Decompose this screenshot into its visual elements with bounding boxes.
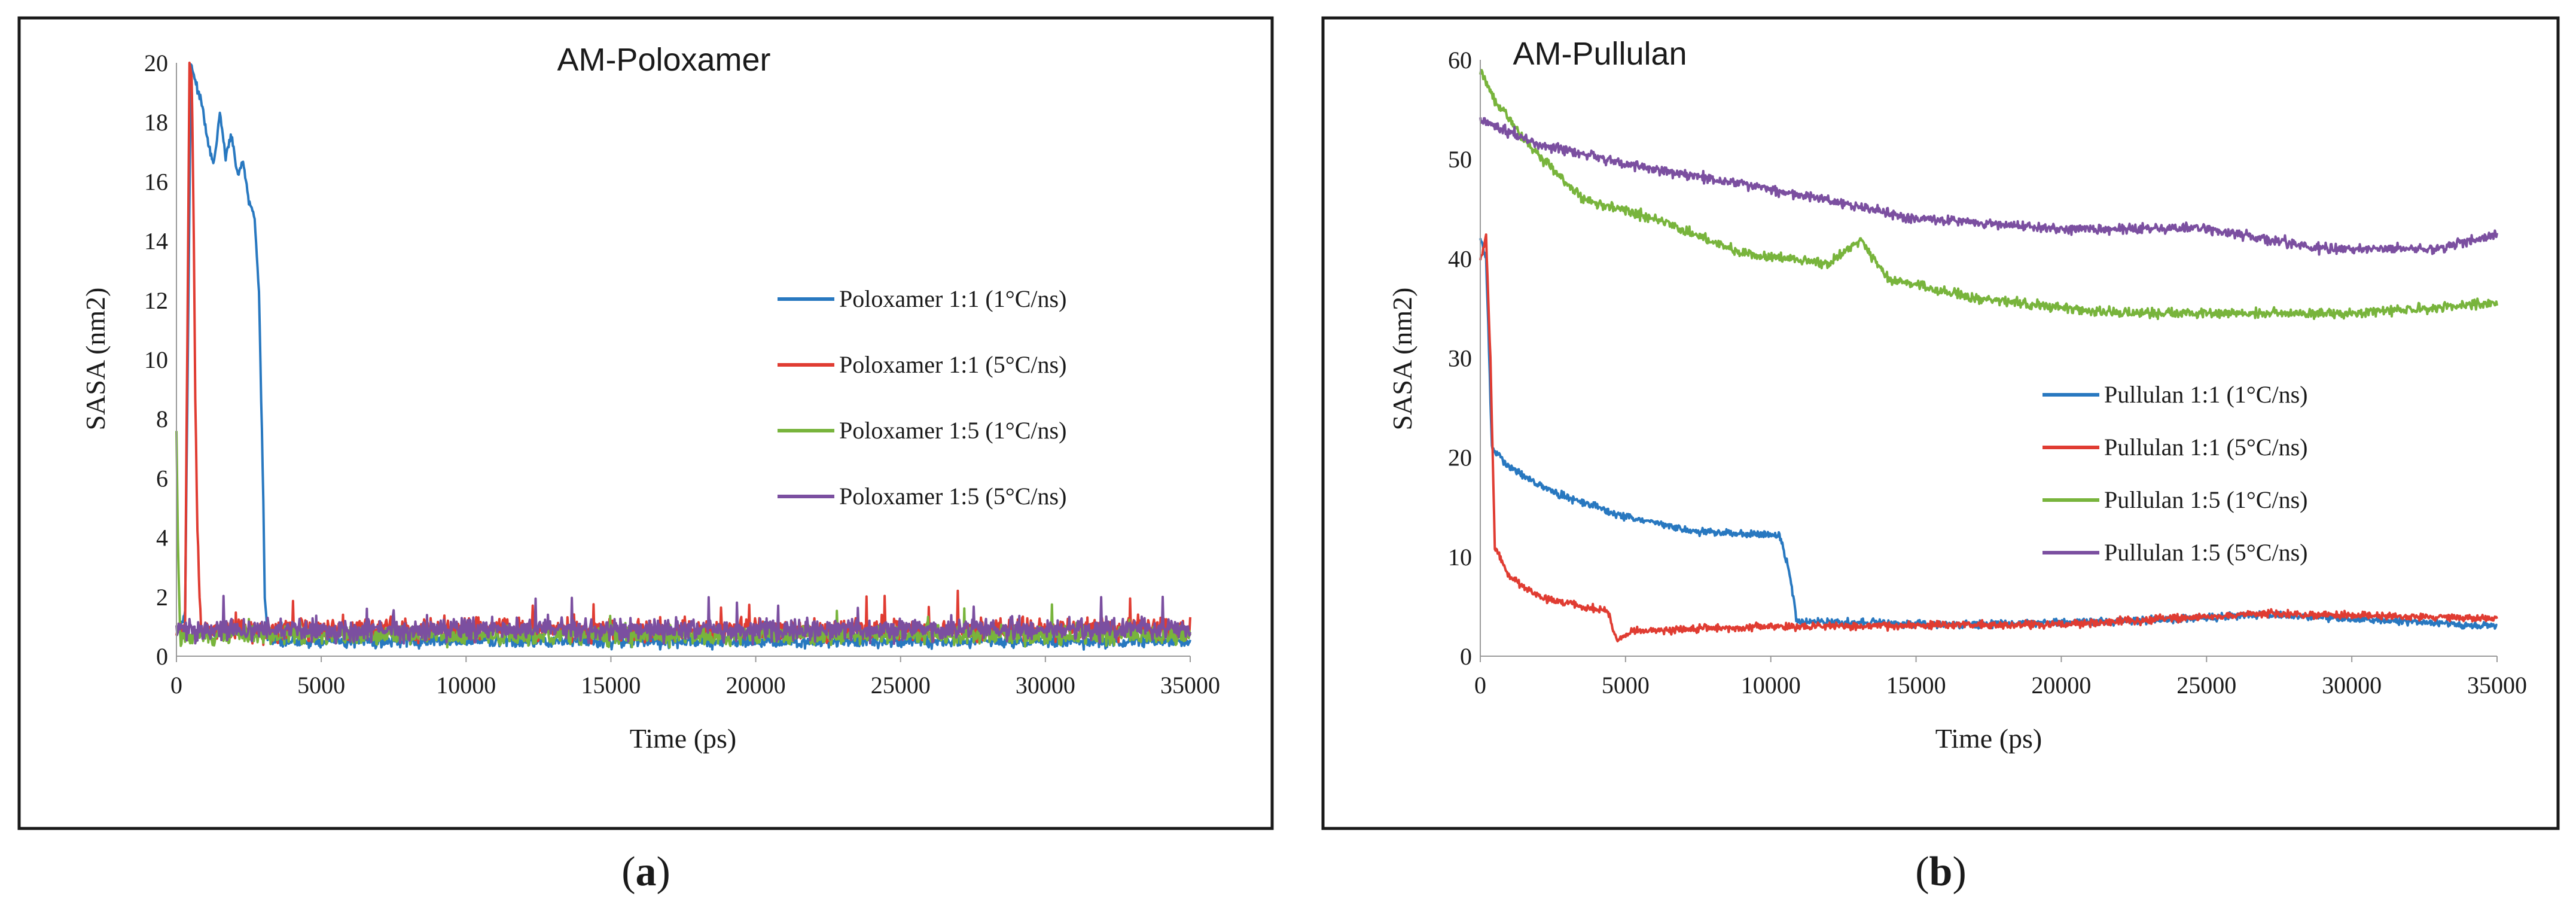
panel-b-x-ticks: 0 5000 10000 15000 20000 25000 30000 35000 — [1474, 656, 2527, 699]
panel-a-legend-label-2: Poloxamer 1:1 (5°C/ns) — [839, 351, 1066, 378]
panel-a-x-tick-label: 20000 — [726, 672, 786, 699]
panel-b: AM-Pullulan 0 10 20 30 40 50 60 0 5000 10000 1500… — [1321, 16, 2560, 830]
panel-b-legend-label-4: Pullulan 1:5 (5°C/ns) — [2104, 539, 2307, 566]
panel-a-y-tick-label: 16 — [144, 168, 168, 195]
panel-b-series-4-line — [1479, 117, 2498, 256]
panel-a-y-tick-label: 12 — [144, 287, 168, 314]
panel-b-x-tick-label: 25000 — [2176, 672, 2236, 699]
panel-b-y-tick-label: 10 — [1448, 544, 1472, 571]
panel-b-y-tick-label: 30 — [1448, 345, 1472, 372]
panel-a-series-4-line — [175, 595, 1191, 646]
caption-b: (b) — [1915, 849, 1967, 895]
panel-b-y-label: SASA (nm2) — [1387, 288, 1417, 431]
panel-a-x-tick-label: 35000 — [1160, 672, 1220, 699]
panel-b-y-ticks: 0 10 20 30 40 50 60 — [1448, 47, 1472, 670]
caption-a: (a) — [621, 849, 670, 895]
panel-b-frame — [1321, 16, 2560, 830]
panel-b-x-tick-label: 30000 — [2322, 672, 2382, 699]
panel-a-y-tick-label: 2 — [156, 584, 168, 611]
panel-b-series-3-line — [1479, 69, 2498, 321]
panel-a-y-tick-label: 4 — [156, 525, 168, 551]
panel-a-x-tick-label: 15000 — [581, 672, 641, 699]
panel-a-x-tick-label: 5000 — [297, 672, 345, 699]
panel-a: AM-Poloxamer 0 2 4 6 8 10 12 14 16 18 20 0 5000 1000… — [17, 16, 1274, 830]
panel-b-x-tick-label: 0 — [1474, 672, 1486, 699]
panel-a-frame — [17, 16, 1274, 830]
panel-a-y-tick-label: 8 — [156, 406, 168, 432]
panel-a-legend-label-4: Poloxamer 1:5 (5°C/ns) — [839, 483, 1066, 510]
caption-b-letter: b — [1929, 849, 1953, 895]
panel-b-x-tick-label: 10000 — [1741, 672, 1801, 699]
panel-b-y-tick-label: 40 — [1448, 245, 1472, 272]
panel-a-y-tick-label: 0 — [156, 643, 168, 670]
panel-a-x-tick-label: 30000 — [1016, 672, 1075, 699]
panel-a-x-tick-label: 0 — [170, 672, 182, 699]
panel-a-x-tick-label: 10000 — [436, 672, 496, 699]
panel-a-y-tick-label: 10 — [144, 346, 168, 373]
panel-b-legend-label-3: Pullulan 1:5 (1°C/ns) — [2104, 486, 2307, 513]
panel-b-x-label: Time (ps) — [1935, 723, 2042, 754]
panel-a-y-label: SASA (nm2) — [80, 288, 111, 431]
panel-b-title: AM-Pullulan — [1513, 36, 1687, 72]
panel-a-x-label: Time (ps) — [630, 723, 737, 754]
panel-b-y-tick-label: 0 — [1460, 643, 1472, 670]
panel-b-legend-label-1: Pullulan 1:1 (1°C/ns) — [2104, 381, 2307, 408]
panel-b-legend: Pullulan 1:1 (1°C/ns) Pullulan 1:1 (5°C/n… — [2042, 381, 2307, 566]
panel-b-x-tick-label: 35000 — [2467, 672, 2527, 699]
panel-b-legend-label-2: Pullulan 1:1 (5°C/ns) — [2104, 434, 2307, 461]
panel-a-x-ticks: 0 5000 10000 15000 20000 25000 30000 35000 — [170, 656, 1220, 699]
panel-a-y-ticks: 0 2 4 6 8 10 12 14 16 18 20 — [144, 50, 168, 670]
panel-a-x-tick-label: 25000 — [871, 672, 931, 699]
panel-b-plot-area — [1479, 69, 2498, 642]
panel-b-x-tick-label: 5000 — [1602, 672, 1650, 699]
caption-a-letter: a — [636, 849, 657, 895]
panel-a-title: AM-Poloxamer — [557, 42, 770, 78]
panel-a-legend-label-1: Poloxamer 1:1 (1°C/ns) — [839, 285, 1066, 312]
panel-a-legend: Poloxamer 1:1 (1°C/ns) Poloxamer 1:1 (5°C… — [778, 285, 1066, 510]
panel-a-y-tick-label: 14 — [144, 228, 168, 255]
panel-b-x-tick-label: 15000 — [1886, 672, 1946, 699]
panel-a-plot-area — [175, 62, 1191, 651]
panel-a-y-tick-label: 20 — [144, 50, 168, 77]
panel-b-y-tick-label: 20 — [1448, 444, 1472, 471]
panel-b-y-tick-label: 50 — [1448, 146, 1472, 173]
panel-a-y-tick-label: 18 — [144, 109, 168, 136]
panel-a-series-1-line — [175, 63, 1191, 651]
panel-b-y-tick-label: 60 — [1448, 47, 1472, 74]
panel-b-series-2-line — [1479, 233, 2498, 642]
panel-b-x-tick-label: 20000 — [2031, 672, 2091, 699]
panel-a-y-tick-label: 6 — [156, 465, 168, 492]
panel-a-legend-label-3: Poloxamer 1:5 (1°C/ns) — [839, 417, 1066, 444]
